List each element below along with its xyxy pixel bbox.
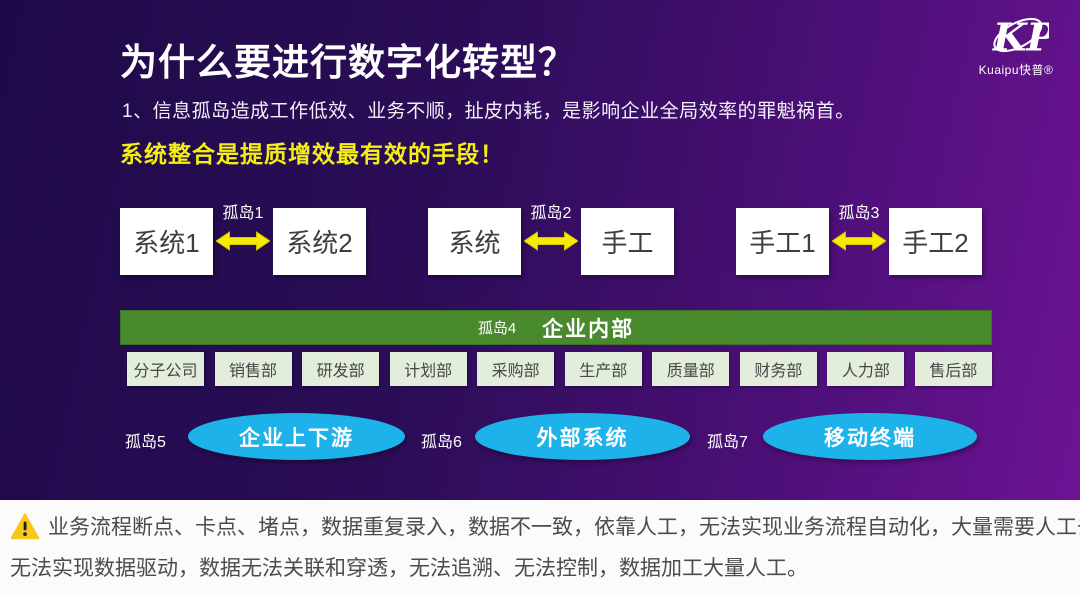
island-label: 孤岛4 [477, 320, 517, 337]
footer-text-1: 业务流程断点、卡点、堵点，数据重复录入，数据不一致，依靠人工，无法实现业务流程自… [48, 516, 1080, 539]
department-box: 质量部 [652, 352, 730, 386]
island-label: 孤岛1 [222, 205, 264, 222]
system-pair-2: 系统 孤岛2 手工 [428, 200, 674, 284]
external-ellipse-mobile: 移动终端 [763, 413, 977, 460]
external-ellipse-upstream: 企业上下游 [188, 413, 405, 460]
department-box: 采购部 [477, 352, 555, 386]
island-label: 孤岛3 [838, 205, 880, 222]
svg-text:KP: KP [992, 16, 1049, 58]
kuaipu-monogram-icon: KP [992, 16, 1057, 61]
system-box: 手工1 [736, 208, 829, 275]
island-label: 孤岛2 [530, 205, 572, 222]
department-row: 分子公司 销售部 研发部 计划部 采购部 生产部 质量部 财务部 人力部 售后部 [127, 352, 992, 386]
warning-triangle-icon [10, 512, 40, 539]
system-box: 系统 [428, 208, 521, 275]
footer-line-1: 业务流程断点、卡点、堵点，数据重复录入，数据不一致，依靠人工，无法实现业务流程自… [10, 511, 1080, 541]
brand-name: Kuaipu快普® [978, 63, 1054, 77]
department-box: 计划部 [389, 352, 467, 386]
enterprise-internal-label: 企业内部 [542, 317, 635, 341]
system-box: 系统2 [273, 208, 366, 275]
page-title: 为什么要进行数字化转型？ [120, 42, 576, 83]
enterprise-internal-bar: 孤岛4 企业内部 [120, 310, 992, 345]
footer-warning-band: 业务流程断点、卡点、堵点，数据重复录入，数据不一致，依靠人工，无法实现业务流程自… [0, 500, 1080, 596]
island-label: 孤岛5 [125, 434, 166, 451]
island-label: 孤岛7 [707, 434, 748, 451]
department-box: 生产部 [564, 352, 642, 386]
double-arrow-icon [832, 231, 886, 251]
system-box: 手工2 [889, 208, 982, 275]
island-label: 孤岛6 [421, 434, 462, 451]
system-pair-3: 手工1 孤岛3 手工2 [736, 200, 982, 284]
footer-text-2: 无法实现数据驱动，数据无法关联和穿透，无法追溯、无法控制，数据加工大量人工。 [10, 557, 808, 580]
department-box: 研发部 [302, 352, 380, 386]
system-pair-1: 系统1 孤岛1 系统2 [120, 200, 366, 284]
department-box: 售后部 [914, 352, 992, 386]
double-arrow-icon [216, 231, 270, 251]
double-arrow-icon [524, 231, 578, 251]
department-box: 人力部 [827, 352, 905, 386]
department-box: 分子公司 [127, 352, 204, 386]
system-box: 手工 [581, 208, 674, 275]
point-text: 1、信息孤岛造成工作低效、业务不顺，扯皮内耗，是影响企业全局效率的罪魁祸首。 [122, 101, 855, 122]
system-box: 系统1 [120, 208, 213, 275]
department-box: 销售部 [214, 352, 292, 386]
external-ellipse-systems: 外部系统 [475, 413, 690, 460]
brand-logo: KP Kuaipu快普® [972, 12, 1060, 78]
department-box: 财务部 [739, 352, 817, 386]
highlight-text: 系统整合是提质增效最有效的手段！ [120, 141, 504, 167]
